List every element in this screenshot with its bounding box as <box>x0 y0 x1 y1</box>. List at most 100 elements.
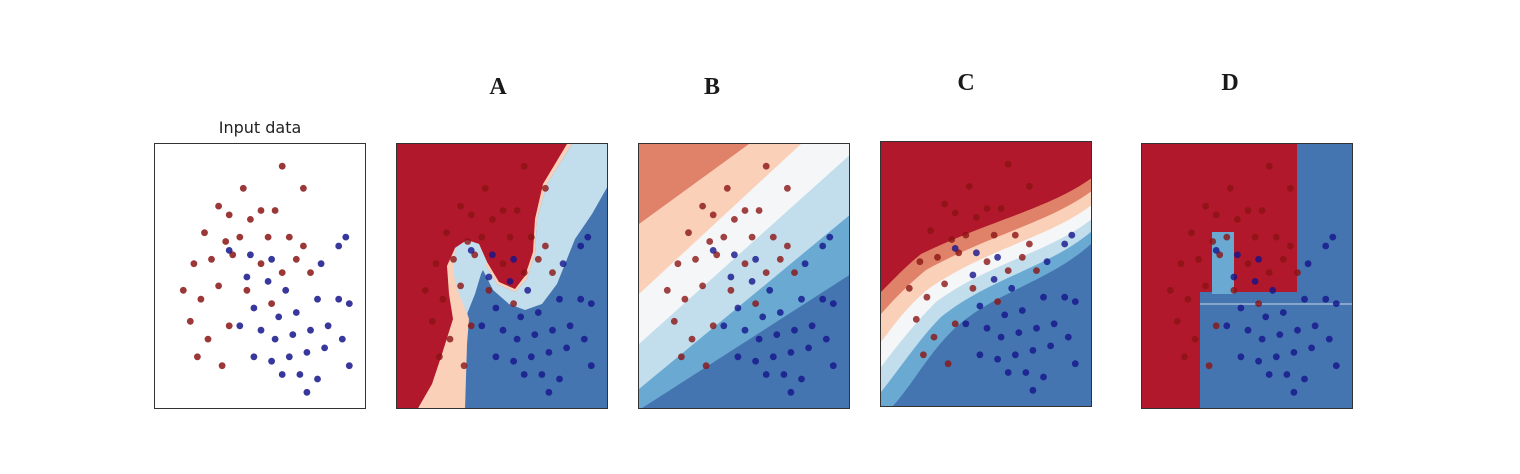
blue-point-4 <box>1251 278 1259 285</box>
blue-point-18 <box>1015 329 1023 336</box>
red-point-7 <box>271 207 279 214</box>
red-point-19 <box>292 255 300 263</box>
red-point-25 <box>510 300 517 307</box>
red-point-7 <box>1258 207 1266 214</box>
blue-point-18 <box>531 331 539 338</box>
blue-point-25 <box>787 349 795 356</box>
red-point-30 <box>702 362 710 370</box>
red-point-20 <box>1294 269 1301 276</box>
panel-d-title: D <box>1221 70 1239 96</box>
blue-point-27 <box>1004 369 1012 376</box>
input-data-title: Input data <box>218 118 302 137</box>
blue-point-9 <box>1301 295 1308 303</box>
blue-point-6 <box>976 302 984 310</box>
blue-point-14 <box>1068 231 1076 239</box>
blue-point-29 <box>798 375 805 383</box>
blue-point-20 <box>324 322 332 330</box>
red-point-0 <box>520 162 528 170</box>
blue-point-24 <box>769 353 777 361</box>
input-data-panel <box>154 143 366 409</box>
blue-point-17 <box>513 335 521 343</box>
red-point-1 <box>723 184 731 192</box>
red-point-15 <box>450 255 457 263</box>
red-point-10 <box>962 231 970 239</box>
red-point-17 <box>499 260 507 268</box>
blue-point-0 <box>709 247 717 254</box>
red-point-22 <box>197 295 205 303</box>
blue-point-12 <box>317 260 325 268</box>
blue-point-2 <box>1255 255 1262 263</box>
red-point-17 <box>1244 260 1252 268</box>
blue-point-31 <box>1290 388 1298 396</box>
blue-point-26 <box>321 344 328 352</box>
red-point-22 <box>1184 295 1192 303</box>
red-point-29 <box>678 353 685 361</box>
red-point-9 <box>948 236 956 243</box>
red-point-5 <box>467 211 475 219</box>
blue-point-16 <box>741 326 749 334</box>
red-point-1 <box>1226 184 1234 192</box>
red-point-24 <box>1230 286 1238 294</box>
red-point-6 <box>247 216 254 223</box>
red-point-6 <box>489 216 496 223</box>
region-blue-light <box>479 144 607 310</box>
blue-point-30 <box>829 362 837 370</box>
red-point-4 <box>1202 202 1209 210</box>
red-point-21 <box>179 286 187 294</box>
blue-point-6 <box>734 304 742 312</box>
blue-point-22 <box>1237 353 1245 361</box>
blue-point-10 <box>335 295 343 303</box>
red-point-13 <box>300 242 307 250</box>
blue-point-16 <box>983 324 991 332</box>
red-point-18 <box>762 269 770 276</box>
blue-point-2 <box>268 255 275 263</box>
red-point-10 <box>1223 233 1231 241</box>
region-red-dark <box>397 144 567 408</box>
red-point-0 <box>762 162 770 170</box>
red-point-1 <box>239 184 247 192</box>
red-point-14 <box>432 260 440 268</box>
red-point-7 <box>755 207 763 214</box>
panel-b-plot <box>639 144 849 408</box>
blue-point-30 <box>1332 362 1340 370</box>
blue-point-15 <box>720 322 728 330</box>
blue-point-12 <box>1304 260 1312 268</box>
blue-point-21 <box>1064 333 1072 341</box>
red-point-20 <box>1033 267 1040 274</box>
red-point-2 <box>300 184 307 192</box>
panel-a-plot <box>397 144 607 408</box>
red-point-15 <box>934 253 941 261</box>
blue-point-3 <box>243 273 251 281</box>
blue-point-1 <box>731 251 738 259</box>
panel-a <box>396 143 608 409</box>
red-point-25 <box>752 300 759 307</box>
blue-point-24 <box>527 353 535 361</box>
blue-point-0 <box>467 247 475 254</box>
red-point-4 <box>215 202 222 210</box>
blue-point-27 <box>520 371 528 378</box>
blue-point-17 <box>997 333 1005 341</box>
red-point-8 <box>685 229 692 237</box>
blue-point-12 <box>559 260 567 268</box>
blue-point-26 <box>1308 344 1315 352</box>
blue-point-26 <box>563 344 570 352</box>
red-point-14 <box>190 260 198 268</box>
blue-point-13 <box>335 242 343 250</box>
panel-d-plot <box>1142 144 1352 408</box>
red-point-2 <box>1026 182 1033 190</box>
blue-point-14 <box>342 233 350 241</box>
blue-point-28 <box>1283 371 1291 378</box>
red-point-5 <box>709 211 717 219</box>
blue-point-13 <box>1061 240 1069 248</box>
blue-point-23 <box>994 355 1001 363</box>
blue-point-10 <box>1322 295 1330 303</box>
blue-point-22 <box>250 353 258 361</box>
red-point-22 <box>681 295 689 303</box>
blue-point-22 <box>976 351 984 359</box>
blue-point-10 <box>1061 293 1069 301</box>
blue-point-15 <box>478 322 486 330</box>
blue-point-8 <box>292 309 300 316</box>
red-point-12 <box>1011 231 1019 239</box>
panel-c-plot <box>881 142 1091 406</box>
red-point-15 <box>1195 255 1202 263</box>
